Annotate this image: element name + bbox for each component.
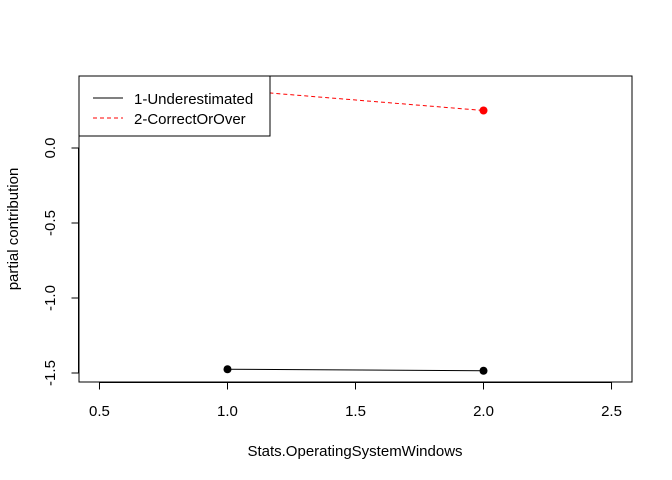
y-axis: -1.5 -1.0 -0.5 0.0 xyxy=(42,138,79,386)
y-tick-label: -1.0 xyxy=(42,285,59,311)
y-tick-label: -1.5 xyxy=(42,360,59,386)
x-axis: 0.5 1.0 1.5 2.0 2.5 xyxy=(89,382,622,420)
series-1-point xyxy=(223,365,232,374)
legend-box xyxy=(78,75,271,137)
x-tick-label: 2.0 xyxy=(473,403,494,420)
series-line-1 xyxy=(227,368,484,372)
series-2-point xyxy=(479,106,488,115)
series-1-point xyxy=(479,366,488,375)
x-tick-label: 1.0 xyxy=(217,403,238,420)
legend-label-correctorover: 2-CorrectOrOver xyxy=(134,111,246,128)
y-tick-label: 0.0 xyxy=(42,138,59,159)
legend: 1-Underestimated 2-CorrectOrOver xyxy=(78,75,271,137)
legend-label-underestimated: 1-Underestimated xyxy=(134,91,253,108)
y-tick-label: -0.5 xyxy=(42,210,59,236)
y-axis-title: partial contribution xyxy=(5,168,22,291)
x-tick-label: 1.5 xyxy=(345,403,366,420)
x-tick-label: 2.5 xyxy=(601,403,622,420)
x-tick-label: 0.5 xyxy=(89,403,110,420)
x-axis-title: Stats.OperatingSystemWindows xyxy=(247,443,462,460)
